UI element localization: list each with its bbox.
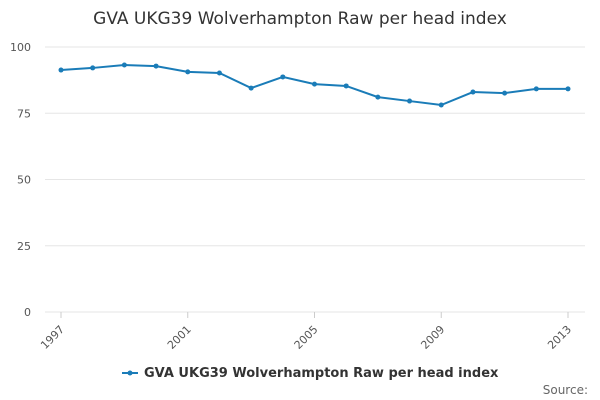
point: [248, 85, 254, 91]
legend-label: GVA UKG39 Wolverhampton Raw per head ind…: [144, 366, 499, 381]
x-tick-label: 2009: [418, 323, 447, 352]
point: [58, 67, 64, 73]
x-tick-label: 2001: [165, 323, 194, 352]
x-tick-label: 2013: [545, 323, 574, 352]
point: [375, 94, 381, 100]
source: Source:: [543, 383, 588, 397]
chart-title: GVA UKG39 Wolverhampton Raw per head ind…: [93, 9, 507, 29]
y-tick-label: 50: [17, 174, 31, 187]
point: [565, 86, 571, 92]
point: [216, 70, 222, 76]
y-tick-label: 75: [17, 107, 31, 120]
point: [343, 83, 349, 89]
x-tick-label: 1997: [38, 323, 67, 352]
point: [407, 98, 413, 104]
y-tick-label: 0: [24, 306, 31, 319]
point: [502, 90, 508, 96]
point: [121, 62, 127, 68]
point: [312, 81, 317, 87]
point: [153, 63, 159, 69]
y-tick-label: 100: [10, 41, 31, 54]
point: [470, 89, 476, 95]
point: [280, 74, 286, 80]
point: [533, 86, 539, 92]
point: [185, 69, 191, 75]
y-tick-label: 25: [17, 240, 31, 253]
x-tick-label: 2005: [292, 323, 321, 352]
legend-marker: [127, 370, 133, 376]
point: [438, 102, 444, 108]
point: [90, 65, 96, 71]
